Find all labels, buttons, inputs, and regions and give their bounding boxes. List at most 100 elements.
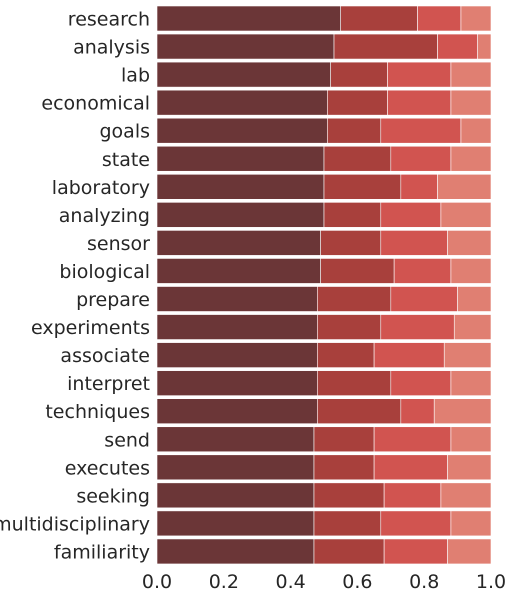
category-label: analysis (73, 37, 150, 59)
x-tick-label: 0.6 (342, 571, 372, 593)
bar-lab-segment-1 (156, 61, 331, 88)
category-label: interpret (67, 373, 150, 395)
category-label: sensor (87, 233, 150, 255)
bar-experiments-segment-2 (317, 314, 382, 340)
bar-biological-segment-3 (393, 258, 452, 284)
bar-state-segment-1 (156, 145, 325, 172)
bar-biological-segment-1 (156, 258, 321, 284)
bar-techniques-segment-1 (156, 398, 318, 425)
bar-state-segment-2 (323, 145, 392, 172)
category-label: techniques (45, 401, 150, 423)
bar-research-segment-1 (156, 5, 341, 32)
bar-analysis-segment-3 (437, 33, 478, 60)
x-tick-label: 0.0 (142, 571, 172, 593)
category-label: state (102, 149, 150, 171)
category-label: associate (60, 345, 150, 367)
bar-send-segment-1 (156, 426, 315, 453)
bar-executes-segment-1 (156, 454, 315, 481)
bar-multidisciplinary-segment-2 (313, 510, 382, 537)
bar-economical-segment-3 (387, 89, 452, 116)
category-label: laboratory (52, 177, 150, 199)
bar-economical-segment-4 (450, 89, 492, 116)
category-label: research (68, 9, 150, 31)
x-tick-label: 0.8 (409, 571, 439, 593)
bar-multidisciplinary-segment-3 (380, 510, 452, 537)
bar-prepare-segment-4 (457, 286, 492, 312)
x-tick-label: 0.2 (209, 571, 239, 593)
bar-experiments-segment-1 (156, 314, 318, 340)
bar-analysis-segment-4 (477, 33, 492, 60)
bar-interpret-segment-1 (156, 370, 318, 396)
category-label: experiments (31, 317, 150, 339)
category-label: goals (99, 121, 150, 143)
bar-analyzing-segment-2 (323, 202, 382, 228)
bar-associate-segment-3 (373, 342, 445, 368)
bar-techniques-segment-4 (433, 398, 492, 425)
bar-interpret-segment-4 (450, 370, 492, 396)
bar-executes-segment-4 (447, 454, 492, 481)
bar-analyzing-segment-4 (440, 202, 492, 228)
bar-biological-segment-2 (320, 258, 395, 284)
category-label: seeking (76, 485, 150, 507)
bar-goals-segment-3 (380, 117, 462, 144)
category-label: familiarity (54, 541, 150, 563)
bar-analyzing-segment-3 (380, 202, 442, 228)
category-label: lab (121, 65, 150, 87)
bar-prepare-segment-2 (317, 286, 392, 312)
bar-lab-segment-2 (330, 61, 388, 88)
bar-laboratory-segment-1 (156, 174, 325, 200)
bar-state-segment-4 (450, 145, 492, 172)
bar-familiarity-segment-4 (447, 538, 492, 565)
category-labels: research analysis lab economical goals state l… (0, 9, 150, 564)
category-label: analyzing (59, 205, 150, 227)
bar-multidisciplinary-segment-4 (450, 510, 492, 537)
bar-associate-segment-4 (443, 342, 492, 368)
bar-seeking-segment-3 (383, 482, 442, 509)
bar-goals-segment-4 (460, 117, 492, 144)
bar-associate-segment-2 (317, 342, 375, 368)
bar-analysis-segment-1 (156, 33, 335, 60)
bar-multidisciplinary-segment-1 (156, 510, 315, 537)
bar-biological-segment-4 (450, 258, 492, 284)
bar-interpret-segment-3 (390, 370, 452, 396)
bar-state-segment-3 (390, 145, 452, 172)
category-label: biological (59, 261, 150, 283)
bar-sensor-segment-2 (320, 230, 382, 256)
bar-economical-segment-2 (327, 89, 388, 116)
bar-research-segment-3 (417, 5, 462, 32)
bar-analyzing-segment-1 (156, 202, 325, 228)
bar-familiarity-segment-1 (156, 538, 315, 565)
bar-sensor-segment-3 (380, 230, 448, 256)
bar-executes-segment-2 (313, 454, 375, 481)
bar-lab-segment-4 (450, 61, 492, 88)
bar-seeking-segment-1 (156, 482, 315, 509)
bar-send-segment-3 (373, 426, 452, 453)
x-tick-label: 0.4 (275, 571, 305, 593)
bar-research-segment-2 (340, 5, 418, 32)
bar-familiarity-segment-2 (313, 538, 385, 565)
bar-laboratory-segment-4 (437, 174, 492, 200)
bar-seeking-segment-2 (313, 482, 385, 509)
bar-executes-segment-3 (373, 454, 448, 481)
bar-goals-segment-1 (156, 117, 328, 144)
category-label: send (104, 429, 150, 451)
x-tick-label: 1.0 (476, 571, 506, 593)
category-label: economical (41, 93, 150, 115)
bars-group (156, 5, 492, 565)
bar-prepare-segment-3 (390, 286, 458, 312)
bar-experiments-segment-4 (453, 314, 492, 340)
bar-prepare-segment-1 (156, 286, 318, 312)
bar-goals-segment-2 (327, 117, 382, 144)
bar-economical-segment-1 (156, 89, 328, 116)
bar-send-segment-2 (313, 426, 375, 453)
bar-laboratory-segment-3 (400, 174, 438, 200)
bar-research-segment-4 (460, 5, 492, 32)
bar-familiarity-segment-3 (383, 538, 448, 565)
category-label: executes (65, 457, 150, 479)
category-label: multidisciplinary (0, 513, 150, 535)
bar-laboratory-segment-2 (323, 174, 402, 200)
bar-associate-segment-1 (156, 342, 318, 368)
bar-lab-segment-3 (387, 61, 452, 88)
category-label: prepare (76, 289, 150, 311)
